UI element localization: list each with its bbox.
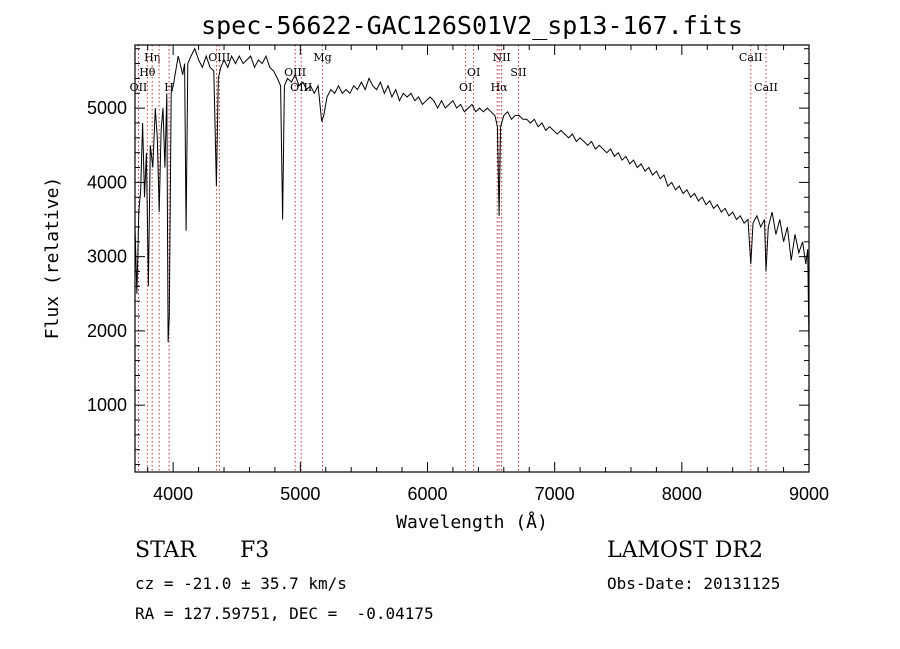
y-tick-label: 5000 xyxy=(87,98,127,118)
line-label: Mg xyxy=(313,51,331,64)
line-label: OIII xyxy=(284,66,306,79)
x-tick-label: 5000 xyxy=(280,484,320,504)
line-label: OIII xyxy=(208,51,230,64)
y-tick-label: 1000 xyxy=(87,395,127,415)
line-label: Hη xyxy=(144,51,160,64)
spectrum-series-line xyxy=(134,47,810,346)
x-tick-label: 8000 xyxy=(662,484,702,504)
x-tick-label: 7000 xyxy=(535,484,575,504)
line-label: OI xyxy=(459,81,472,94)
line-label: OII xyxy=(130,81,148,94)
observation-date: Obs-Date: 20131125 xyxy=(607,574,781,593)
line-label: Hα xyxy=(491,81,509,94)
x-tick-label: 9000 xyxy=(789,484,829,504)
line-label: SII xyxy=(510,66,526,79)
line-label: H xyxy=(164,81,174,94)
line-label: NII xyxy=(492,51,510,64)
object-class: STAR xyxy=(135,538,196,563)
line-label: Hθ xyxy=(139,66,156,79)
plot-frame xyxy=(134,44,810,473)
line-label: OIII xyxy=(290,81,312,94)
x-tick-label: 6000 xyxy=(407,484,447,504)
line-label: CaII xyxy=(754,81,778,94)
y-tick-label: 2000 xyxy=(87,321,127,341)
y-tick-label: 4000 xyxy=(87,172,127,192)
x-axis-label: Wavelength (Å) xyxy=(396,511,548,533)
chart-title: spec-56622-GAC126S01V2_sp13-167.fits xyxy=(201,11,743,40)
y-axis-ticks: 1000 2000 3000 4000 5000 xyxy=(87,48,809,466)
line-label: CaII xyxy=(739,51,763,64)
y-tick-label: 3000 xyxy=(87,247,127,267)
ra-dec: RA = 127.59751, DEC = -0.04175 xyxy=(135,604,434,623)
object-subclass: F3 xyxy=(240,538,270,563)
x-axis-ticks: 4000 5000 6000 7000 8000 9000 xyxy=(147,45,829,504)
survey-name: LAMOST DR2 xyxy=(607,538,763,563)
line-label: OI xyxy=(467,66,480,79)
x-tick-label: 4000 xyxy=(153,484,193,504)
redshift-cz: cz = -21.0 ± 35.7 km/s xyxy=(135,574,347,593)
y-axis-label: Flux (relative) xyxy=(42,177,63,340)
